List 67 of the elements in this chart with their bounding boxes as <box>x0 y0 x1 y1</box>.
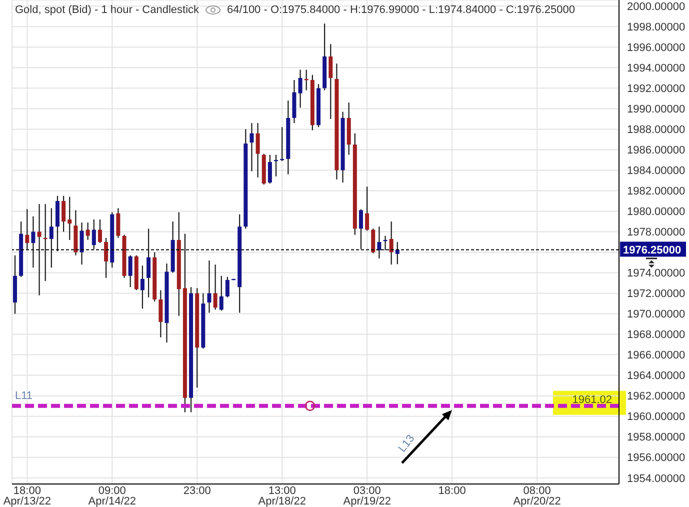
y-tick-label: 1970.00000 <box>627 308 686 321</box>
candlestick <box>328 44 333 120</box>
candlestick <box>104 237 108 278</box>
x-tick-label: 18:00 Apr/13/22 <box>3 485 52 507</box>
y-tick-label: 1954.00000 <box>627 472 686 485</box>
y-tick-label: 1966.00000 <box>627 350 686 362</box>
y-tick-label: 1996.00000 <box>627 42 686 54</box>
y-tick-label: 1992.00000 <box>627 83 686 96</box>
x-tick-label: 03:00 Apr/19/22 <box>343 485 391 507</box>
x-tick-label: 13:00 Apr/18/22 <box>258 485 306 507</box>
candlestick <box>377 226 382 259</box>
candlestick <box>219 275 224 312</box>
y-tick-label: 1974.00000 <box>627 268 686 280</box>
candlestick <box>213 264 218 310</box>
candlestick <box>128 254 132 288</box>
y-tick-label: 1958.00000 <box>627 432 686 444</box>
chart-title: Gold, spot (Bid) - 1 hour - Candlestick <box>15 4 200 16</box>
chart-subtitle: 64/100 - O:1975.84000 - H:1976.99000 - L:1974.84000 - C:1976.25000 <box>227 4 576 16</box>
candlestick <box>62 195 66 232</box>
y-tick-label: 1972.00000 <box>627 288 686 300</box>
candlestick <box>389 220 394 266</box>
candlestick <box>146 228 151 298</box>
candlestick <box>92 218 96 250</box>
y-tick-label: 1978.00000 <box>627 226 686 239</box>
annotation: 1961.02 <box>572 394 612 406</box>
candlestick <box>80 222 84 266</box>
candlestick <box>298 69 302 108</box>
annotation: L13 <box>396 432 418 455</box>
candlestick <box>395 242 400 265</box>
candlestick <box>116 208 120 238</box>
y-tick-label: 1980.00000 <box>627 206 686 218</box>
candlestick <box>98 218 102 244</box>
y-tick-label: 2000.00000 <box>627 1 686 14</box>
candlestick <box>256 122 260 178</box>
candlestick <box>140 265 144 310</box>
y-tick-label: 1982.00000 <box>627 186 686 198</box>
candlestick <box>358 208 363 250</box>
candlestick <box>207 260 212 314</box>
candlestick <box>68 196 72 240</box>
y-tick-label: 1964.00000 <box>627 370 686 382</box>
candlestick <box>250 122 254 172</box>
candlestick <box>158 290 163 338</box>
y-tick-label: 1984.00000 <box>627 165 686 178</box>
y-tick-label: 1986.00000 <box>627 144 686 157</box>
y-tick-label: 1988.00000 <box>627 124 686 136</box>
y-tick-label: 1994.00000 <box>627 62 686 75</box>
candlestick <box>49 208 54 268</box>
candlestick <box>365 186 370 232</box>
y-tick-label: 1998.00000 <box>627 22 686 34</box>
y-tick-label: 1968.00000 <box>627 329 686 342</box>
candlestick <box>371 228 376 254</box>
x-tick-label: 23:00 <box>183 485 211 497</box>
y-tick-label: 1956.00000 <box>627 452 686 464</box>
candlestick <box>37 204 42 296</box>
candlestick <box>31 216 36 268</box>
y-tick-label: 1962.00000 <box>627 390 686 403</box>
ref-line-label: 1976.25000 <box>623 244 682 257</box>
y-tick-label: 1990.00000 <box>627 104 686 116</box>
candlestick <box>25 208 30 250</box>
candlestick <box>268 154 272 184</box>
ref-line-label: L11 <box>15 390 33 402</box>
y-tick-label: 1960.00000 <box>627 411 686 424</box>
x-tick-label: 18:00 <box>438 485 466 497</box>
x-tick-label: 09:00 Apr/14/22 <box>88 485 136 507</box>
candlestick <box>86 222 90 240</box>
candlestick <box>225 276 230 298</box>
x-tick-label: 08:00 Apr/20/22 <box>513 485 561 507</box>
